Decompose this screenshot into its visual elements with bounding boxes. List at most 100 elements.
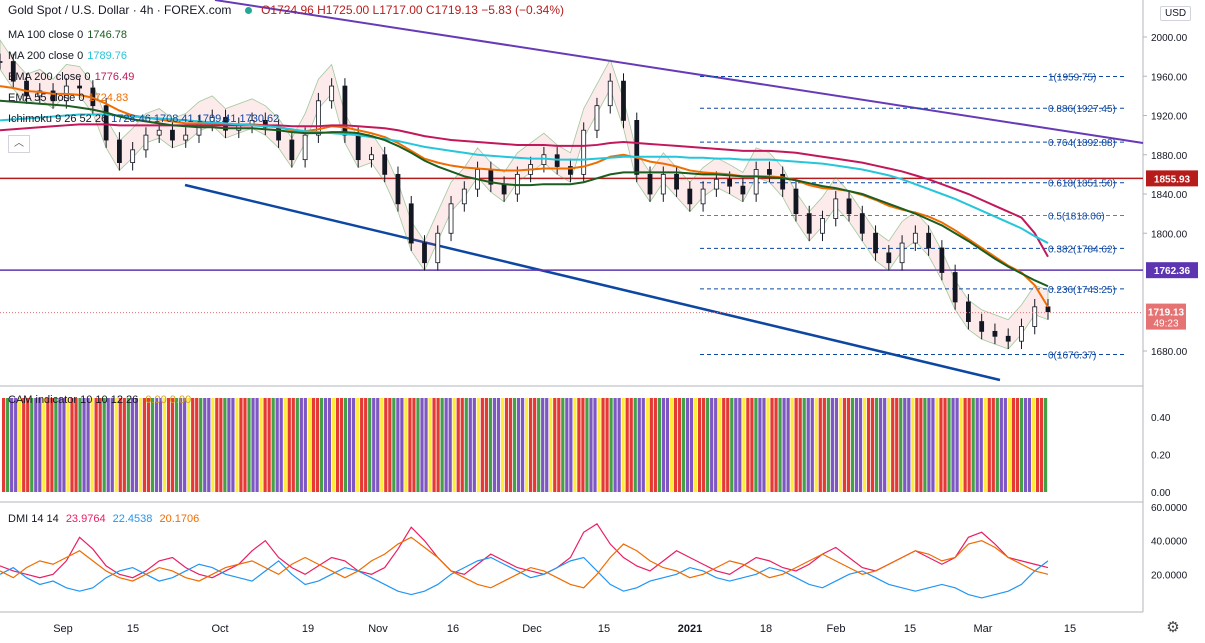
cam-bar	[307, 398, 311, 492]
candle-body	[727, 178, 733, 187]
cam-bar	[335, 398, 340, 492]
candle-body	[10, 61, 16, 82]
cam-bar	[199, 398, 203, 492]
cam-bar	[166, 398, 171, 492]
cam-bar	[883, 398, 887, 492]
indicator-legend-item[interactable]: MA 100 close 0 1746.78	[8, 29, 127, 41]
cam-bar	[866, 398, 871, 492]
cam-legend-label: CAM indicator 10 10 12 26	[8, 394, 139, 406]
time-tick-label: 15	[904, 623, 916, 635]
price-pane[interactable]: 1(1959.75) 0.886(1927.45) 0.764(1892.88) 0.…	[0, 0, 1144, 382]
cam-bar	[299, 398, 303, 492]
cam-bar	[862, 398, 867, 492]
cam-bar	[714, 398, 718, 492]
cam-bar	[641, 398, 645, 492]
dmi-legend-label: DMI 14 14	[8, 513, 59, 525]
cam-bar	[710, 398, 714, 492]
cam-bar	[1023, 398, 1028, 492]
cam-bar	[975, 398, 979, 492]
cam-bar	[1007, 398, 1011, 492]
dmi-series-line	[0, 536, 1049, 589]
channel-lower-line	[184, 183, 1001, 382]
cam-bar	[235, 398, 239, 492]
candle-body	[24, 80, 29, 97]
cam-bar	[601, 398, 605, 492]
cam-bar	[987, 398, 991, 492]
candle-body	[302, 134, 308, 161]
dmi-legend: DMI 14 14 23.9764 22.4538 20.1706	[8, 513, 199, 525]
indicator-legend-item[interactable]: Ichimoku 9 26 52 26 1728.46 1708.41 1709.…	[8, 113, 279, 125]
cam-bar	[22, 398, 26, 492]
cam-bar	[432, 398, 436, 492]
indicator-legend-value: 1746.78	[87, 29, 127, 41]
indicator-legend-item[interactable]: EMA 55 close 0 1724.83	[8, 92, 128, 104]
candle-body	[674, 173, 679, 190]
cam-bar	[613, 398, 617, 492]
cam-bar	[303, 398, 307, 492]
cam-bar	[605, 398, 609, 492]
cam-bar	[1011, 398, 1016, 492]
price-tick-label: 1960.00	[1151, 72, 1188, 83]
candle-body	[130, 149, 136, 163]
indicator-legend-item[interactable]: EMA 200 close 0 1776.49	[8, 71, 134, 83]
gear-icon[interactable]: ⚙	[1166, 619, 1180, 636]
time-tick-label: 15	[127, 623, 139, 635]
candle-body	[170, 129, 175, 141]
candle-body	[780, 173, 786, 190]
cam-bar	[525, 398, 529, 492]
cam-bar	[625, 398, 629, 492]
cam-bar	[231, 398, 235, 492]
dmi-tick-label: 60.0000	[1151, 503, 1188, 514]
cam-bar	[541, 398, 545, 492]
cam-bar	[380, 398, 384, 492]
cam-bar	[251, 398, 255, 492]
cam-bar	[327, 398, 332, 492]
cam-bar	[14, 398, 18, 492]
ohlc-values: O1724.96 H1725.00 L1717.00 C1719.13 −5.8…	[261, 3, 564, 17]
cam-bar	[533, 398, 537, 492]
cam-bar	[870, 398, 875, 492]
cam-legend-values: 0.00 0.00	[145, 394, 192, 406]
price-badge-value: 1719.13	[1148, 308, 1185, 319]
cam-bar	[951, 398, 955, 492]
cam-bar	[283, 398, 287, 492]
candle-body	[581, 129, 587, 175]
cam-bar	[915, 398, 919, 492]
cam-bar	[134, 398, 138, 492]
cam-bar	[947, 398, 951, 492]
cam-bar	[424, 398, 428, 492]
cam-bar	[577, 398, 581, 492]
cam-bar	[162, 398, 167, 492]
candle-body	[621, 80, 626, 121]
candle-body	[435, 232, 441, 264]
cam-bar	[999, 398, 1003, 492]
cam-bar	[150, 398, 155, 492]
cam-bar	[669, 398, 674, 492]
candle-body	[395, 173, 401, 205]
candle-body	[713, 178, 719, 190]
fib-level-label: 0.382(1784.62)	[1048, 244, 1116, 255]
dmi-tick-label: 40.0000	[1151, 537, 1188, 548]
candle-body	[1005, 335, 1011, 342]
cam-bar	[275, 398, 279, 492]
cam-bar	[368, 398, 372, 492]
currency-badge[interactable]: USD	[1160, 6, 1192, 21]
candle-body	[289, 139, 295, 161]
cam-bar	[146, 398, 151, 492]
dmi-series-line	[0, 556, 1049, 599]
candle-body	[501, 183, 507, 195]
time-axis[interactable]: Sep 15 Oct 19 Nov 16 Dec 15 2021 18 Feb 15 Mar 15	[53, 623, 1076, 635]
candle-body	[50, 90, 56, 102]
indicator-legend-item[interactable]: MA 200 close 0 1789.76	[8, 50, 127, 62]
cam-bar	[130, 398, 134, 492]
symbol-title[interactable]: Gold Spot / U.S. Dollar · 4h · FOREX.com	[8, 3, 232, 17]
cam-bar	[416, 398, 420, 492]
time-tick-label: Oct	[211, 623, 228, 635]
cam-bar	[549, 398, 553, 492]
cam-bar	[170, 398, 175, 492]
chevron-up-icon[interactable]: ︿	[8, 135, 30, 153]
candle-body	[594, 105, 600, 131]
cam-bar	[693, 398, 698, 492]
